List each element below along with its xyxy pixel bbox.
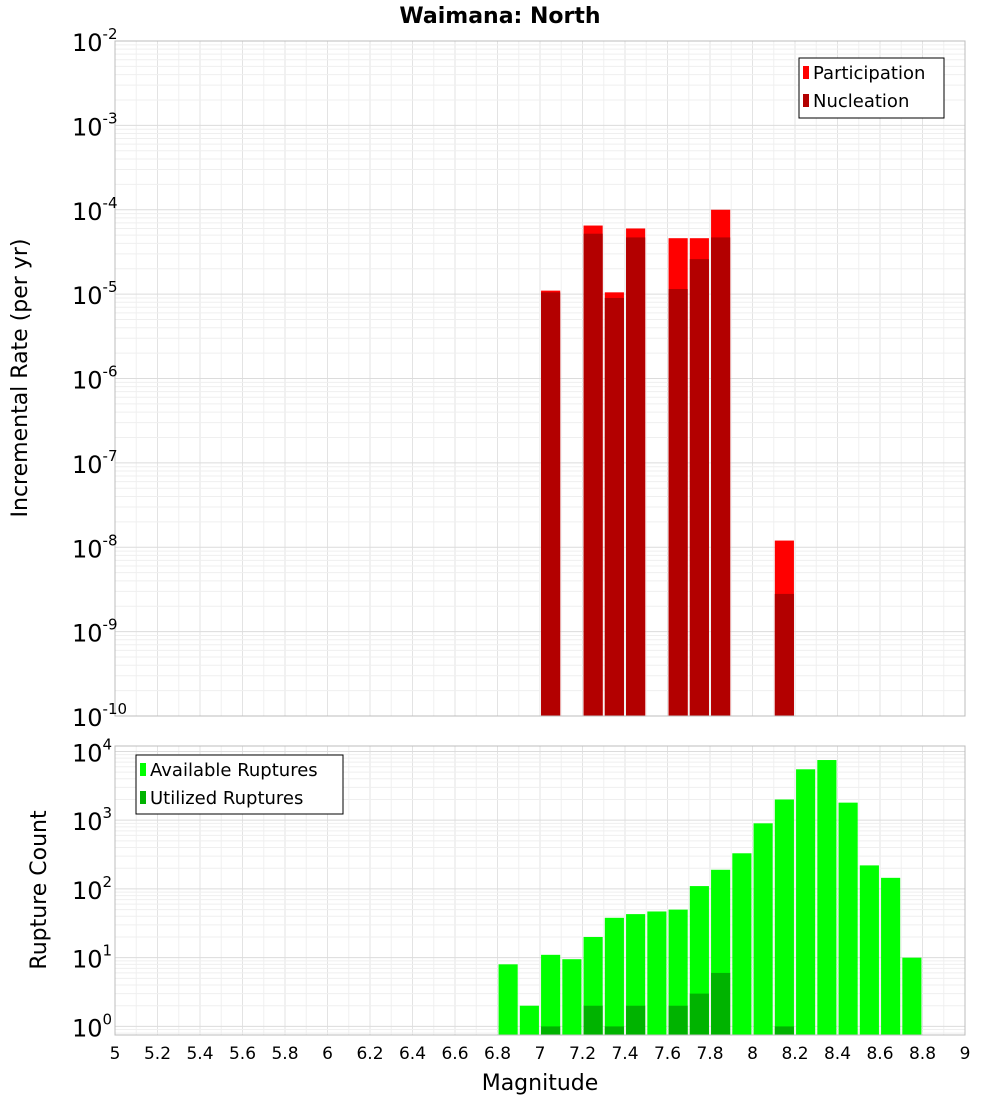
bar-available-ruptures — [859, 865, 879, 1035]
bar-utilized-ruptures — [541, 1026, 561, 1035]
top-plot-frame — [114, 40, 966, 717]
bar-nucleation — [541, 292, 561, 716]
bottom-bars — [498, 760, 922, 1035]
x-tick-label: 7.8 — [696, 1044, 723, 1064]
bar-utilized-ruptures — [711, 972, 731, 1035]
bar-available-ruptures — [774, 799, 794, 1035]
legend-swatch-utilized — [140, 791, 146, 804]
bar-nucleation — [668, 289, 688, 716]
x-tick-label: 8.4 — [824, 1044, 851, 1064]
bar-nucleation — [626, 237, 646, 717]
top-legend-box — [798, 57, 945, 119]
bottom-y-axis-title: Rupture Count — [27, 810, 52, 970]
x-tick-label: 8.2 — [781, 1044, 808, 1064]
y-tick-label: 101 — [72, 942, 112, 974]
bottom-legend-box — [135, 754, 344, 815]
bar-nucleation — [583, 233, 603, 716]
incremental-rate-panel: 10-2 10-3 10-4 10-5 10-6 10-7 10-8 10-9 10-10 In… — [8, 25, 966, 732]
x-tick-label: 8.6 — [866, 1044, 893, 1064]
bar-available-ruptures — [541, 954, 561, 1035]
y-tick-label: 10-8 — [72, 531, 118, 563]
y-tick-label: 10-10 — [72, 700, 127, 732]
legend-swatch-nucleation — [803, 94, 809, 107]
bar-available-ruptures — [902, 957, 922, 1035]
x-tick-label: 6.4 — [399, 1044, 426, 1064]
rupture-count-panel: 104 103 102 101 100 5 5.2 5.4 5.6 5.8 6 6.2 6.4 6.6 6… — [27, 735, 970, 1096]
x-ticks: 5 5.2 5.4 5.6 5.8 6 6.2 6.4 6.6 6.8 7 7.2 7.4 7.6 7.8 8… — [110, 1044, 971, 1064]
bar-utilized-ruptures — [689, 993, 709, 1035]
y-tick-label: 10-7 — [72, 447, 118, 479]
bar-available-ruptures — [626, 914, 646, 1035]
y-tick-label: 102 — [72, 873, 112, 905]
x-tick-label: 7.2 — [569, 1044, 596, 1064]
top-y-ticks: 10-2 10-3 10-4 10-5 10-6 10-7 10-8 10-9 10-10 — [72, 25, 127, 732]
bar-available-ruptures — [796, 769, 816, 1035]
x-tick-label: 5.6 — [229, 1044, 256, 1064]
top-grid — [114, 40, 966, 717]
x-tick-label: 6.8 — [484, 1044, 511, 1064]
y-tick-label: 104 — [72, 735, 112, 767]
legend-swatch-available — [140, 763, 146, 776]
y-tick-label: 10-2 — [72, 25, 118, 57]
bar-available-ruptures — [604, 917, 624, 1035]
y-tick-label: 100 — [72, 1010, 112, 1042]
bar-utilized-ruptures — [626, 1005, 646, 1035]
bar-available-ruptures — [881, 877, 901, 1035]
x-tick-label: 6.6 — [441, 1044, 468, 1064]
y-tick-label: 10-9 — [72, 616, 118, 648]
bar-available-ruptures — [838, 802, 858, 1035]
y-tick-label: 10-6 — [72, 363, 118, 395]
bar-available-ruptures — [732, 853, 752, 1035]
x-tick-label: 8.8 — [909, 1044, 936, 1064]
bar-utilized-ruptures — [604, 1026, 624, 1035]
bar-available-ruptures — [562, 959, 582, 1035]
bar-utilized-ruptures — [583, 1005, 603, 1035]
x-tick-label: 9 — [960, 1044, 971, 1064]
x-tick-label: 7.4 — [611, 1044, 638, 1064]
legend-swatch-participation — [803, 66, 809, 79]
bar-available-ruptures — [668, 909, 688, 1035]
y-tick-label: 103 — [72, 804, 112, 836]
bar-available-ruptures — [498, 964, 518, 1035]
top-bars — [541, 209, 794, 717]
x-tick-label: 7.6 — [654, 1044, 681, 1064]
x-tick-label: 5 — [110, 1044, 121, 1064]
legend-label-available: Available Ruptures — [150, 760, 318, 781]
x-tick-label: 8 — [747, 1044, 758, 1064]
bar-available-ruptures — [817, 760, 837, 1035]
y-tick-label: 10-4 — [72, 194, 118, 226]
x-tick-label: 5.4 — [186, 1044, 213, 1064]
bar-nucleation — [689, 259, 709, 716]
x-tick-label: 5.8 — [271, 1044, 298, 1064]
bar-available-ruptures — [647, 911, 667, 1035]
x-tick-label: 6 — [322, 1044, 333, 1064]
bar-utilized-ruptures — [668, 1005, 688, 1035]
x-axis-title: Magnitude — [482, 1071, 599, 1096]
y-tick-label: 10-3 — [72, 109, 118, 141]
bottom-legend: Available Ruptures Utilized Ruptures — [135, 754, 344, 815]
top-legend: Participation Nucleation — [798, 57, 945, 119]
bar-nucleation — [604, 297, 624, 716]
x-tick-label: 6.2 — [356, 1044, 383, 1064]
top-y-axis-title: Incremental Rate (per yr) — [8, 239, 33, 518]
bar-utilized-ruptures — [774, 1026, 794, 1035]
legend-label-nucleation: Nucleation — [813, 91, 909, 112]
bar-nucleation — [774, 593, 794, 716]
x-tick-label: 5.2 — [144, 1044, 171, 1064]
bar-available-ruptures — [753, 823, 773, 1035]
legend-label-utilized: Utilized Ruptures — [150, 788, 303, 809]
x-tick-label: 7 — [535, 1044, 546, 1064]
bar-available-ruptures — [519, 1005, 539, 1035]
chart-title: Waimana: North — [399, 4, 600, 29]
bar-nucleation — [711, 237, 731, 717]
bottom-plot-frame — [114, 745, 966, 1036]
legend-label-participation: Participation — [813, 63, 925, 84]
bottom-y-ticks: 104 103 102 101 100 — [72, 735, 112, 1042]
y-tick-label: 10-5 — [72, 278, 118, 310]
